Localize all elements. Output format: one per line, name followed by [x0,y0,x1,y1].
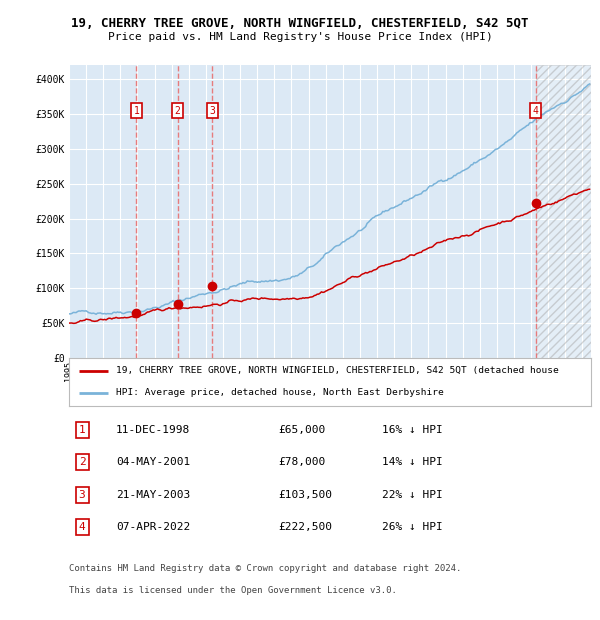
Text: 04-MAY-2001: 04-MAY-2001 [116,458,190,467]
Text: 19, CHERRY TREE GROVE, NORTH WINGFIELD, CHESTERFIELD, S42 5QT: 19, CHERRY TREE GROVE, NORTH WINGFIELD, … [71,17,529,30]
Text: £78,000: £78,000 [278,458,325,467]
Text: Price paid vs. HM Land Registry's House Price Index (HPI): Price paid vs. HM Land Registry's House … [107,32,493,42]
Text: 16% ↓ HPI: 16% ↓ HPI [382,425,443,435]
Bar [536,65,591,358]
Text: 11-DEC-1998: 11-DEC-1998 [116,425,190,435]
Text: 26% ↓ HPI: 26% ↓ HPI [382,522,443,533]
Text: This data is licensed under the Open Government Licence v3.0.: This data is licensed under the Open Gov… [69,585,397,595]
Text: 3: 3 [79,490,85,500]
Text: £103,500: £103,500 [278,490,332,500]
Text: Contains HM Land Registry data © Crown copyright and database right 2024.: Contains HM Land Registry data © Crown c… [69,564,461,574]
Text: 21-MAY-2003: 21-MAY-2003 [116,490,190,500]
Text: 07-APR-2022: 07-APR-2022 [116,522,190,533]
Text: 2: 2 [79,458,85,467]
Text: 4: 4 [533,105,538,115]
Text: HPI: Average price, detached house, North East Derbyshire: HPI: Average price, detached house, Nort… [116,388,444,397]
Text: 2: 2 [175,105,181,115]
Text: 4: 4 [79,522,85,533]
Text: 22% ↓ HPI: 22% ↓ HPI [382,490,443,500]
Text: 3: 3 [209,105,215,115]
Text: £222,500: £222,500 [278,522,332,533]
Bar [536,65,591,358]
Text: 1: 1 [133,105,139,115]
Text: 14% ↓ HPI: 14% ↓ HPI [382,458,443,467]
Text: 1: 1 [79,425,85,435]
Text: £65,000: £65,000 [278,425,325,435]
Text: 19, CHERRY TREE GROVE, NORTH WINGFIELD, CHESTERFIELD, S42 5QT (detached house: 19, CHERRY TREE GROVE, NORTH WINGFIELD, … [116,366,559,376]
